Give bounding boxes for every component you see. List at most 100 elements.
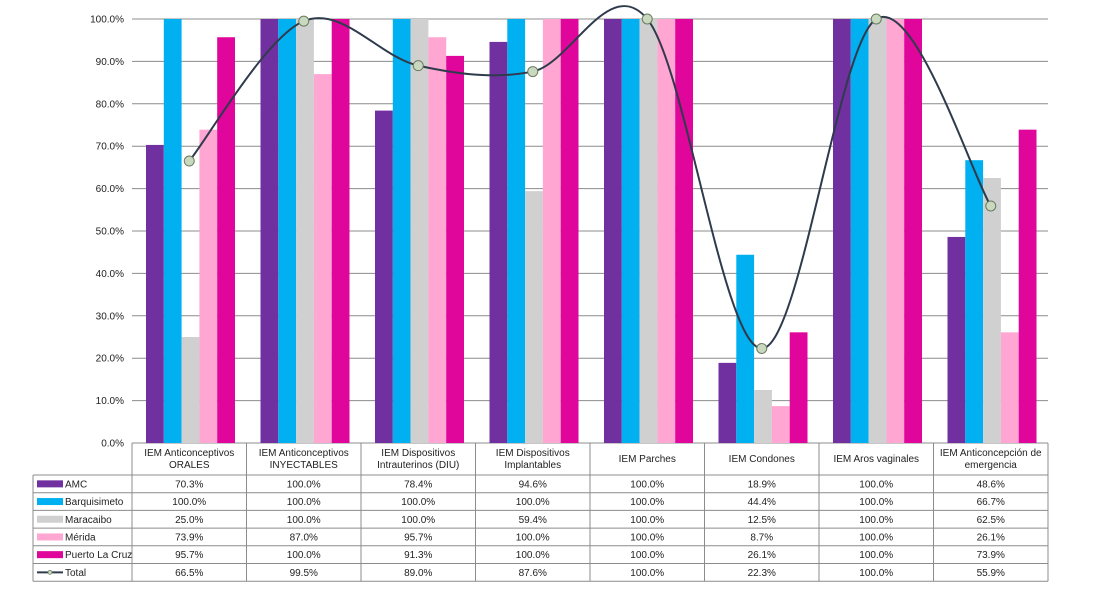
bar-puerto-la-cruz bbox=[446, 55, 464, 443]
table-cell-value: 100.0% bbox=[401, 497, 435, 508]
table-cell-value: 66.7% bbox=[977, 497, 1005, 508]
table-cell-value: 100.0% bbox=[859, 550, 893, 561]
legend-label-puerto-la-cruz: Puerto La Cruz bbox=[65, 550, 132, 561]
legend-key-maracaibo bbox=[37, 515, 63, 523]
table-cell-value: 100.0% bbox=[516, 550, 550, 561]
table-cell-value: 99.5% bbox=[290, 568, 318, 579]
bar-barquisimeto bbox=[965, 160, 984, 443]
table-cell-value: 8.7% bbox=[750, 532, 773, 543]
bar-merida bbox=[542, 19, 561, 443]
legend-key-merida bbox=[37, 533, 63, 541]
table-cell-value: 87.0% bbox=[290, 532, 318, 543]
bar-amc bbox=[604, 19, 622, 443]
category-label: IEM Aros vaginales bbox=[833, 454, 919, 465]
table-cell-value: 100.0% bbox=[287, 515, 321, 526]
table-cell-value: 100.0% bbox=[516, 497, 550, 508]
table-cell-value: 66.5% bbox=[175, 568, 203, 579]
category-label: Intrauterinos (DIU) bbox=[377, 460, 459, 471]
total-point bbox=[412, 60, 424, 72]
bar-amc bbox=[947, 236, 966, 443]
bar-maracaibo bbox=[983, 178, 1001, 443]
bar-puerto-la-cruz bbox=[560, 19, 579, 443]
total-point bbox=[641, 13, 653, 25]
bar-amc bbox=[718, 362, 737, 443]
total-point bbox=[756, 342, 768, 354]
category-label: ORALES bbox=[169, 460, 210, 471]
total-point bbox=[985, 200, 997, 212]
table-cell-value: 59.4% bbox=[519, 515, 547, 526]
table-cell-value: 95.7% bbox=[404, 532, 432, 543]
table-cell-value: 100.0% bbox=[859, 479, 893, 490]
table-cell-value: 100.0% bbox=[630, 497, 664, 508]
table-cell-value: 26.1% bbox=[977, 532, 1005, 543]
legend-label-maracaibo: Maracaibo bbox=[65, 515, 112, 526]
bar-amc bbox=[833, 19, 851, 443]
y-tick-label: 30.0% bbox=[96, 311, 124, 322]
bar-maracaibo bbox=[754, 390, 772, 443]
category-label: IEM Anticoncepción de bbox=[940, 448, 1042, 459]
y-tick-label: 90.0% bbox=[96, 57, 124, 68]
table-cell-value: 100.0% bbox=[630, 568, 664, 579]
table-cell-value: 100.0% bbox=[859, 515, 893, 526]
y-tick-label: 60.0% bbox=[96, 184, 124, 195]
bar-merida bbox=[313, 74, 332, 444]
legend-key-marker bbox=[47, 569, 53, 575]
category-label: IEM Dispositivos bbox=[496, 448, 570, 459]
y-tick-label: 0.0% bbox=[101, 439, 124, 450]
category-label: IEM Dispositivos bbox=[381, 448, 455, 459]
table-cell-value: 91.3% bbox=[404, 550, 432, 561]
category-label: emergencia bbox=[965, 460, 1018, 471]
table-cell-value: 44.4% bbox=[748, 497, 776, 508]
bar-maracaibo bbox=[181, 337, 200, 443]
bar-maracaibo bbox=[525, 191, 543, 443]
table-cell-value: 73.9% bbox=[175, 532, 203, 543]
table-cell-value: 100.0% bbox=[630, 550, 664, 561]
bar-amc bbox=[375, 110, 393, 444]
table-cell-value: 100.0% bbox=[630, 532, 664, 543]
bar-barquisimeto bbox=[392, 19, 411, 443]
table-cell-value: 87.6% bbox=[519, 568, 547, 579]
legend-label-merida: Mérida bbox=[65, 532, 96, 543]
table-cell-value: 100.0% bbox=[287, 497, 321, 508]
table-cell-value: 12.5% bbox=[748, 515, 776, 526]
category-label: IEM Anticonceptivos bbox=[144, 448, 234, 459]
y-axis: 0.0% 10.0% 20.0% 30.0% 40.0% 50.0% 60.0% 70.0% 8… bbox=[90, 15, 124, 450]
total-point bbox=[527, 66, 539, 78]
table-cell-value: 48.6% bbox=[977, 479, 1005, 490]
category-label: IEM Parches bbox=[619, 454, 676, 465]
bar-barquisimeto bbox=[736, 254, 755, 443]
y-tick-label: 10.0% bbox=[96, 396, 124, 407]
bar-puerto-la-cruz bbox=[904, 19, 922, 443]
table-cell-value: 62.5% bbox=[977, 515, 1005, 526]
table-cell-value: 25.0% bbox=[175, 515, 203, 526]
table-cell-value: 94.6% bbox=[519, 479, 547, 490]
legend-key-barquisimeto bbox=[37, 498, 63, 506]
table-cell-value: 100.0% bbox=[859, 568, 893, 579]
legend-label-barquisimeto: Barquisimeto bbox=[65, 497, 124, 508]
table-cell-value: 26.1% bbox=[748, 550, 776, 561]
category-label: IEM Condones bbox=[729, 454, 795, 465]
bar-barquisimeto bbox=[507, 19, 526, 443]
total-point bbox=[870, 13, 882, 25]
legend-label-amc: AMC bbox=[65, 479, 87, 490]
total-point bbox=[298, 15, 310, 27]
bar-series bbox=[146, 19, 1037, 444]
table-cell-value: 22.3% bbox=[748, 568, 776, 579]
table-cell-value: 73.9% bbox=[977, 550, 1005, 561]
y-tick-label: 20.0% bbox=[96, 354, 124, 365]
bar-barquisimeto bbox=[278, 19, 297, 443]
total-point bbox=[183, 155, 195, 167]
bar-puerto-la-cruz bbox=[217, 37, 235, 444]
table-cell-value: 100.0% bbox=[401, 515, 435, 526]
table-cell-value: 55.9% bbox=[977, 568, 1005, 579]
table-cell-value: 100.0% bbox=[516, 532, 550, 543]
bar-maracaibo bbox=[639, 19, 658, 443]
bar-amc bbox=[489, 41, 508, 444]
table-cell-value: 70.3% bbox=[175, 479, 203, 490]
y-tick-label: 40.0% bbox=[96, 269, 124, 280]
table-cell-value: 95.7% bbox=[175, 550, 203, 561]
table-cell-value: 100.0% bbox=[859, 532, 893, 543]
bar-merida bbox=[771, 406, 790, 443]
bar-barquisimeto bbox=[163, 19, 182, 443]
